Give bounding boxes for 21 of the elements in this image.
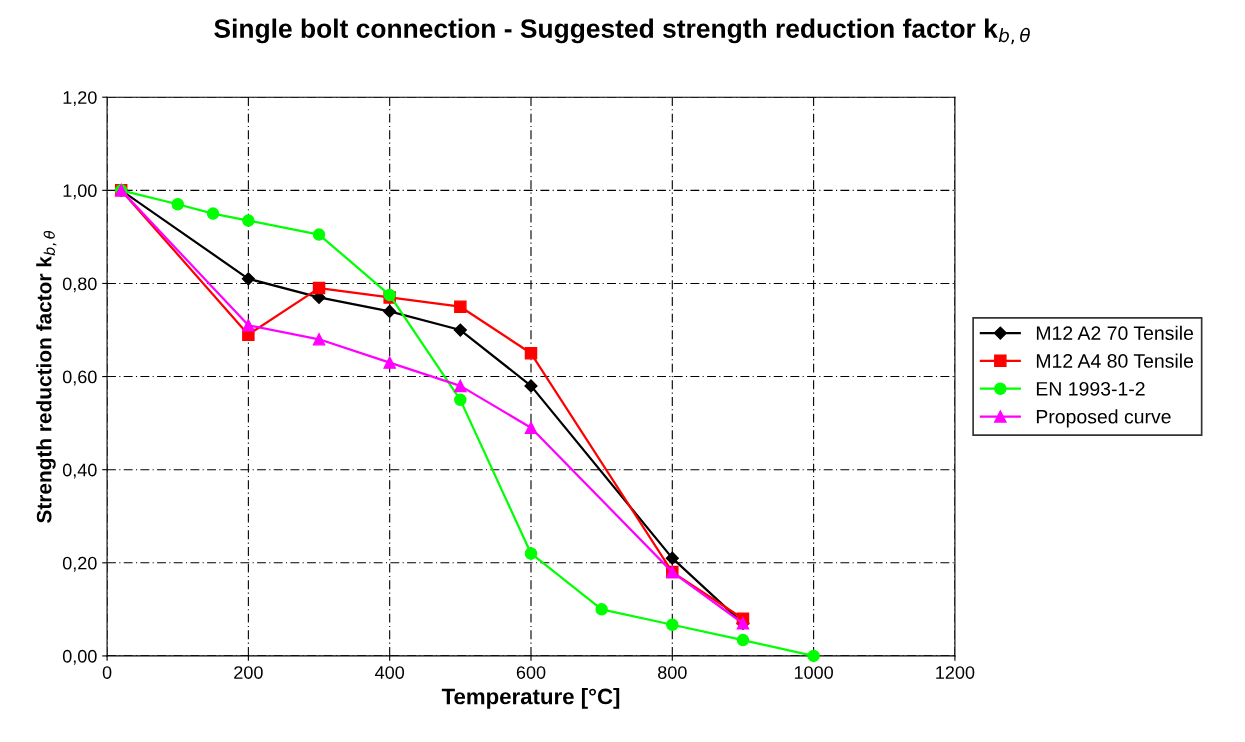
legend-label: M12 A4 80 Tensile [1036, 353, 1194, 368]
x-tick-label: 1000 [794, 666, 833, 679]
x-tick-label: 200 [234, 666, 263, 679]
x-tick-label: 0 [102, 666, 112, 679]
legend-label: Proposed curve [1036, 409, 1171, 428]
x-tick-label: 800 [658, 666, 687, 679]
y-tick-label: 0,60 [62, 370, 97, 386]
x-tick-label: 600 [516, 666, 546, 679]
y-tick-label: 0,40 [62, 463, 97, 479]
x-axis-title: Temperature [°C] [441, 688, 620, 709]
chart-title: Single bolt connection - Suggested strength reduction factor k$_{b,θ}$ [214, 18, 1030, 45]
x-tick-label: 1200 [936, 666, 975, 679]
y-tick-label: 1,20 [63, 91, 97, 107]
legend-label: M12 A2 70 Tensile [1036, 325, 1194, 341]
y-tick-label: 0,80 [62, 277, 97, 293]
x-tick-label: 400 [375, 666, 405, 679]
legend-label: EN 1993-1-2 [1036, 381, 1145, 396]
y-axis-title: Strength reduction factor k$_{b,θ}$ [36, 230, 57, 523]
y-tick-label: 1,00 [63, 184, 97, 200]
y-tick-label: 0,00 [62, 649, 97, 665]
y-tick-label: 0,20 [62, 556, 97, 572]
